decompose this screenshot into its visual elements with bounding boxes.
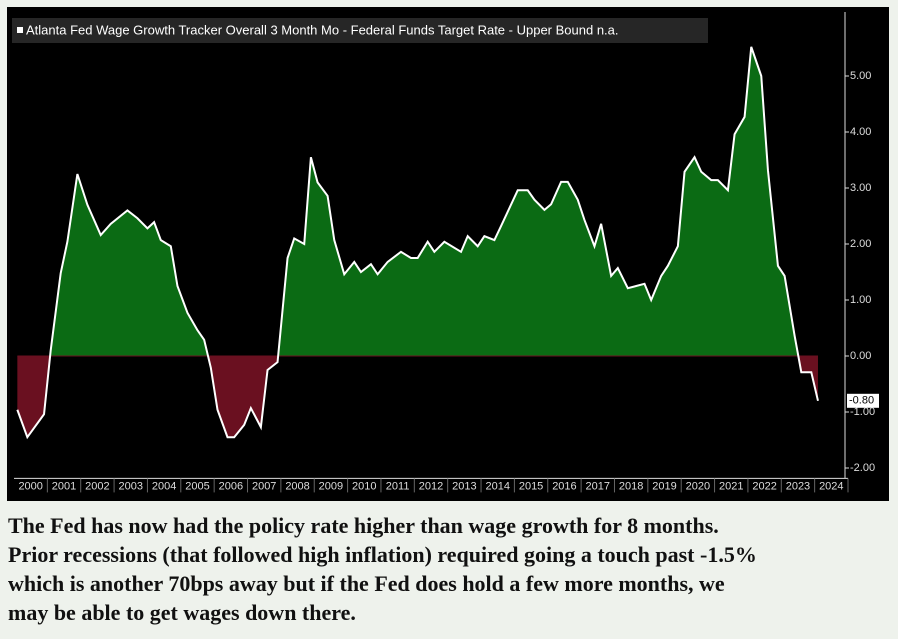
x-tick-label: 2016: [552, 480, 576, 492]
x-tick-label: 2006: [219, 480, 243, 492]
legend-label: Atlanta Fed Wage Growth Tracker Overall …: [26, 22, 619, 37]
chart: Atlanta Fed Wage Growth Tracker Overall …: [7, 7, 889, 501]
x-tick-label: 2011: [386, 480, 410, 492]
x-tick-label: 2013: [452, 480, 476, 492]
y-tick-label: 3.00: [850, 182, 871, 194]
x-tick-label: 2003: [119, 480, 143, 492]
x-tick-label: 2008: [285, 480, 309, 492]
y-tick-label: 2.00: [850, 238, 871, 250]
x-tick-label: 2001: [52, 480, 76, 492]
x-tick-label: 2002: [85, 480, 109, 492]
y-tick-label: -2.00: [850, 462, 875, 474]
x-tick-label: 2007: [252, 480, 276, 492]
legend-swatch: [17, 27, 23, 33]
y-tick-label: 4.00: [850, 126, 871, 138]
area-positive: [17, 46, 818, 357]
area-negative: [17, 356, 818, 438]
y-tick-label: 5.00: [850, 70, 871, 82]
caption-line: Prior recessions (that followed high inf…: [8, 542, 757, 567]
y-tick-label: 1.00: [850, 294, 871, 306]
x-tick-label: 2021: [719, 480, 743, 492]
x-tick-label: 2014: [485, 480, 509, 492]
line: [16, 46, 819, 440]
x-tick-label: 2012: [419, 480, 443, 492]
x-tick-label: 2005: [185, 480, 209, 492]
x-tick-label: 2023: [786, 480, 810, 492]
caption-line: may be able to get wages down there.: [8, 600, 356, 625]
x-tick-label: 2004: [152, 480, 176, 492]
caption-line: which is another 70bps away but if the F…: [8, 571, 725, 596]
last-value-box: [847, 393, 879, 408]
x-tick-label: 2000: [18, 480, 42, 492]
y-tick-label: 0.00: [850, 350, 871, 362]
x-tick-label: 2020: [686, 480, 710, 492]
x-tick-label: 2010: [352, 480, 376, 492]
x-tick-label: 2017: [586, 480, 610, 492]
y-tick-label: -1.00: [850, 406, 875, 418]
last-value-label: -0.80: [849, 395, 874, 407]
x-tick-label: 2022: [752, 480, 776, 492]
x-tick-label: 2015: [519, 480, 543, 492]
x-tick-label: 2024: [819, 480, 843, 492]
caption-line: The Fed has now had the policy rate high…: [8, 513, 719, 538]
x-tick-label: 2009: [319, 480, 343, 492]
x-tick-label: 2019: [652, 480, 676, 492]
legend-box: [12, 18, 708, 43]
x-tick-label: 2018: [619, 480, 643, 492]
